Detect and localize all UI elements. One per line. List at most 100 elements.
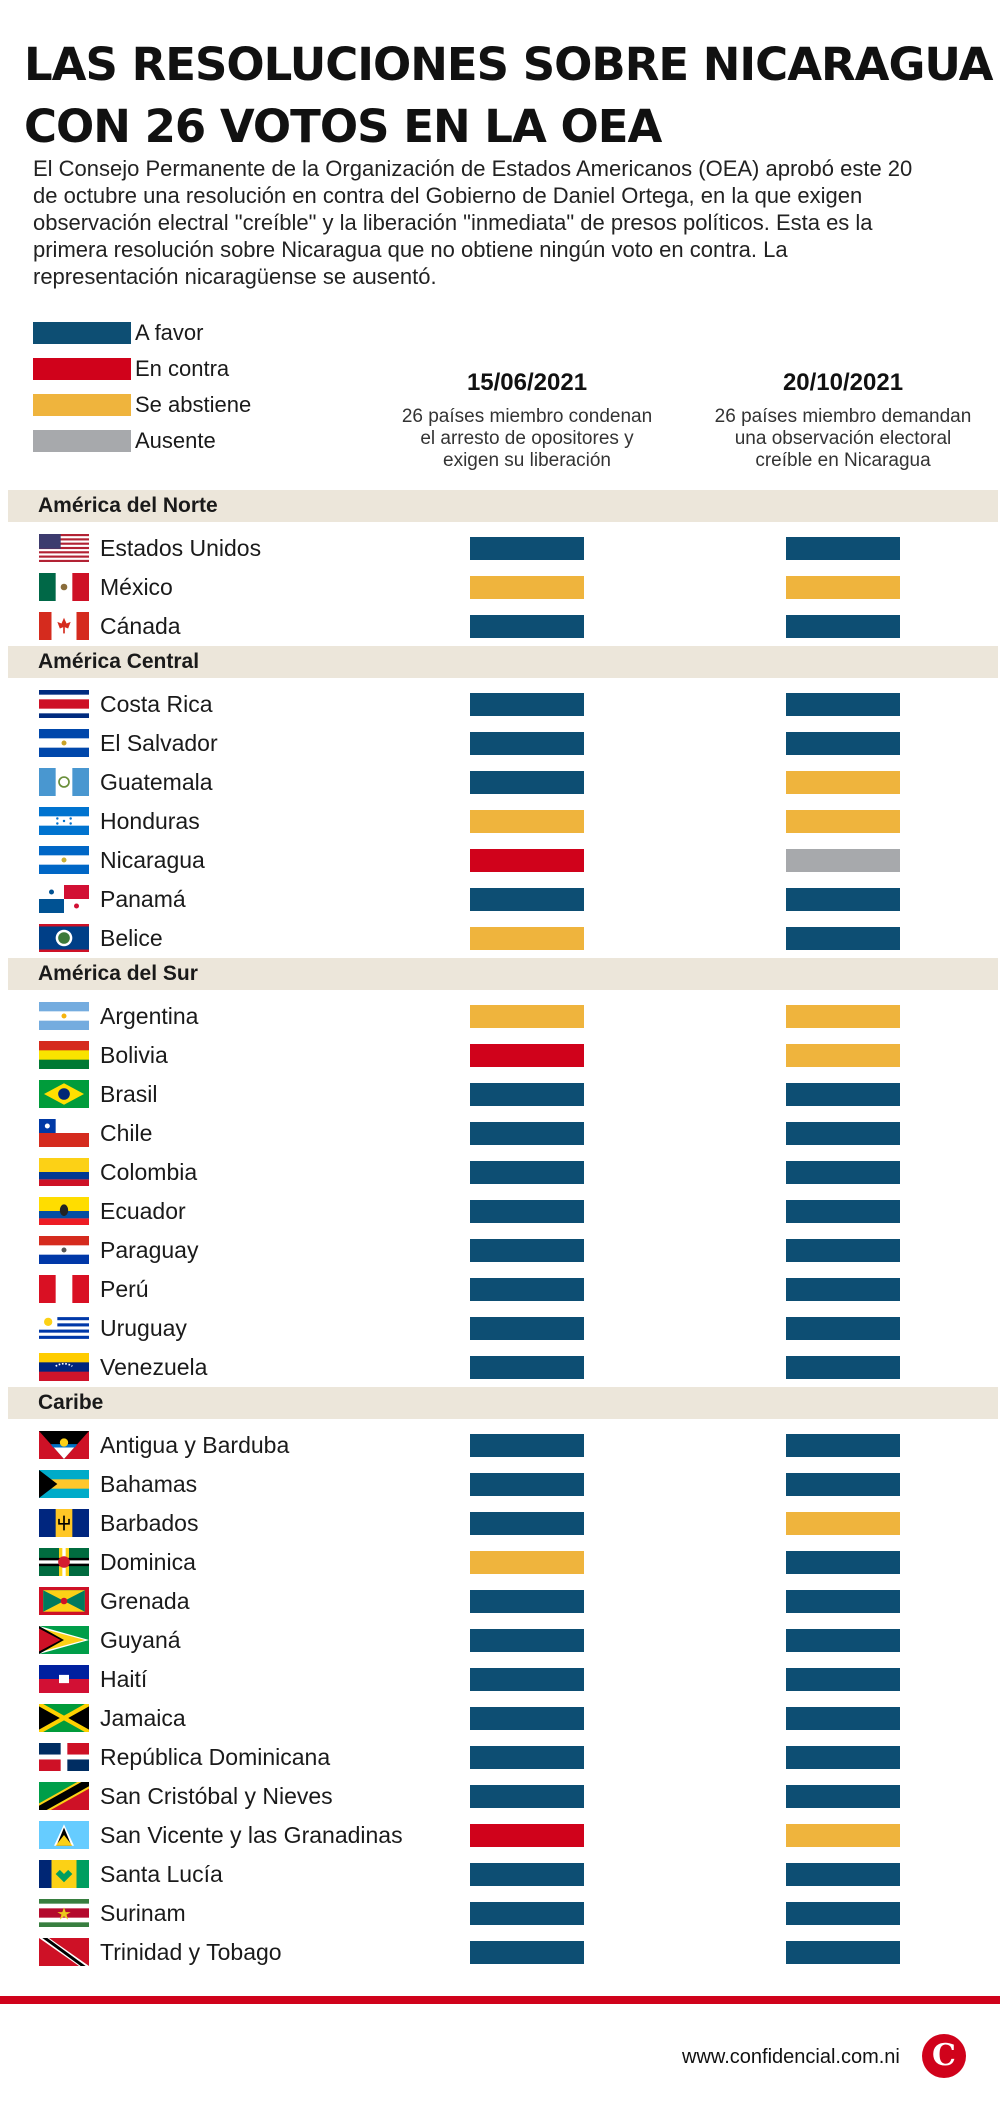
country-name: Barbados xyxy=(100,1510,199,1536)
country-row-san-vicente-y-las-granadinas: San Vicente y las Granadinas xyxy=(0,1816,1000,1855)
grenada-flag-icon xyxy=(39,1587,89,1615)
region-label: Caribe xyxy=(38,1391,104,1414)
vote-bar-2-abstiene xyxy=(786,1512,900,1535)
country-row-san-cristobal-y-nieves: San Cristóbal y Nieves xyxy=(0,1777,1000,1816)
country-name: República Dominicana xyxy=(100,1744,331,1770)
country-row-paraguay: Paraguay xyxy=(0,1231,1000,1270)
country-row-grenada: Grenada xyxy=(0,1582,1000,1621)
vote-bar-2-favor xyxy=(786,1590,900,1613)
column-desc-2: 26 países miembro demandan una observaci… xyxy=(693,406,993,472)
ecuador-flag-icon xyxy=(39,1197,89,1225)
country-name: México xyxy=(100,574,173,600)
vote-bar-2-favor xyxy=(786,1629,900,1652)
panama-flag-icon xyxy=(39,885,89,913)
column-header-2: 20/10/2021 26 países miembro demandan un… xyxy=(693,368,993,472)
bahamas-flag-icon xyxy=(39,1470,89,1498)
country-row-nicaragua: Nicaragua xyxy=(0,841,1000,880)
country-name: Honduras xyxy=(100,808,200,834)
suriname-flag-icon xyxy=(39,1899,89,1927)
country-row-uruguay: Uruguay xyxy=(0,1309,1000,1348)
country-name: Guyaná xyxy=(100,1627,181,1653)
vote-bar-2-favor xyxy=(786,1746,900,1769)
column-desc-2-line-1: 26 países miembro demandan xyxy=(714,406,972,427)
vote-bar-1-favor xyxy=(470,1707,584,1730)
country-name: Bahamas xyxy=(100,1471,198,1497)
country-row-haiti: Haití xyxy=(0,1660,1000,1699)
country-name: Grenada xyxy=(100,1588,190,1614)
vote-bar-1-favor xyxy=(470,771,584,794)
vote-bar-2-favor xyxy=(786,1551,900,1574)
country-name: Haití xyxy=(100,1666,148,1692)
country-name: Trinidad y Tobago xyxy=(100,1939,282,1965)
vote-bar-2-favor xyxy=(786,615,900,638)
country-row-jamaica: Jamaica xyxy=(0,1699,1000,1738)
vote-bar-1-favor xyxy=(470,693,584,716)
country-name: Belice xyxy=(100,925,163,951)
vote-bar-2-favor xyxy=(786,1083,900,1106)
nicaragua-flag-icon xyxy=(39,846,89,874)
vote-bar-1-favor xyxy=(470,888,584,911)
column-header-1: 15/06/2021 26 países miembro condenan el… xyxy=(377,368,677,472)
country-row-santa-lucia: Santa Lucía xyxy=(0,1855,1000,1894)
vote-bar-2-favor xyxy=(786,1863,900,1886)
confidencial-logo: C xyxy=(922,2034,966,2078)
vote-bar-2-favor xyxy=(786,693,900,716)
country-row-guatemala: Guatemala xyxy=(0,763,1000,802)
vote-bar-1-favor xyxy=(470,1746,584,1769)
vote-bar-2-favor xyxy=(786,1278,900,1301)
column-desc-2-line-3: creíble en Nicaragua xyxy=(755,450,931,471)
vote-bar-1-favor xyxy=(470,1629,584,1652)
country-name: Chile xyxy=(100,1120,153,1146)
chile-flag-icon xyxy=(39,1119,89,1147)
column-date-2: 20/10/2021 xyxy=(782,369,904,396)
vote-bar-2-abstiene xyxy=(786,1005,900,1028)
country-name: Uruguay xyxy=(100,1315,187,1341)
vote-bar-1-favor xyxy=(470,1161,584,1184)
vote-bar-2-favor xyxy=(786,1239,900,1262)
country-row-panama: Panamá xyxy=(0,880,1000,919)
legend-swatch-favor xyxy=(33,322,131,344)
country-name: Dominica xyxy=(100,1549,196,1575)
paraguay-flag-icon xyxy=(39,1236,89,1264)
country-name: Bolivia xyxy=(100,1042,168,1068)
intro-paragraph: El Consejo Permanente de la Organización… xyxy=(33,156,913,289)
barbados-flag-icon xyxy=(39,1509,89,1537)
region-label: América Central xyxy=(38,650,200,673)
country-name: Panamá xyxy=(100,886,186,912)
column-desc-1-line-2: el arresto de opositores y xyxy=(420,428,634,449)
site-url[interactable]: www.confidencial.com.ni xyxy=(682,2046,900,2068)
column-date-1: 15/06/2021 xyxy=(466,369,588,396)
guatemala-flag-icon xyxy=(39,768,89,796)
country-name: Colombia xyxy=(100,1159,198,1185)
vote-bar-1-abstiene xyxy=(470,810,584,833)
vote-bar-1-contra xyxy=(470,849,584,872)
vote-bar-1-contra xyxy=(470,1824,584,1847)
country-row-canada: Cánada xyxy=(0,607,1000,646)
region-label: América del Sur xyxy=(38,962,198,985)
st-kitts-flag-icon xyxy=(39,1782,89,1810)
country-row-argentina: Argentina xyxy=(0,997,1000,1036)
title-line-2: CON 26 VOTOS EN LA OEA xyxy=(24,100,662,153)
vote-bar-1-favor xyxy=(470,1941,584,1964)
vote-bar-1-favor xyxy=(470,1785,584,1808)
bolivia-flag-icon xyxy=(39,1041,89,1069)
vote-bar-1-favor xyxy=(470,1122,584,1145)
vote-bar-2-favor xyxy=(786,927,900,950)
region-label: América del Norte xyxy=(38,494,218,517)
legend-label-contra: En contra xyxy=(135,356,230,381)
vote-bar-2-favor xyxy=(786,732,900,755)
honduras-flag-icon xyxy=(39,807,89,835)
vote-bar-2-favor xyxy=(786,1941,900,1964)
country-row-honduras: Honduras xyxy=(0,802,1000,841)
country-row-venezuela: Venezuela xyxy=(0,1348,1000,1387)
vote-bar-1-abstiene xyxy=(470,1005,584,1028)
vote-bar-1-abstiene xyxy=(470,927,584,950)
vote-bar-2-favor xyxy=(786,1200,900,1223)
vote-bar-1-favor xyxy=(470,1473,584,1496)
country-row-mexico: México xyxy=(0,568,1000,607)
country-name: Costa Rica xyxy=(100,691,213,717)
country-name: Paraguay xyxy=(100,1237,199,1263)
haiti-flag-icon xyxy=(39,1665,89,1693)
vote-bar-1-favor xyxy=(470,1863,584,1886)
region-header-america-del-sur: América del Sur xyxy=(8,958,998,990)
